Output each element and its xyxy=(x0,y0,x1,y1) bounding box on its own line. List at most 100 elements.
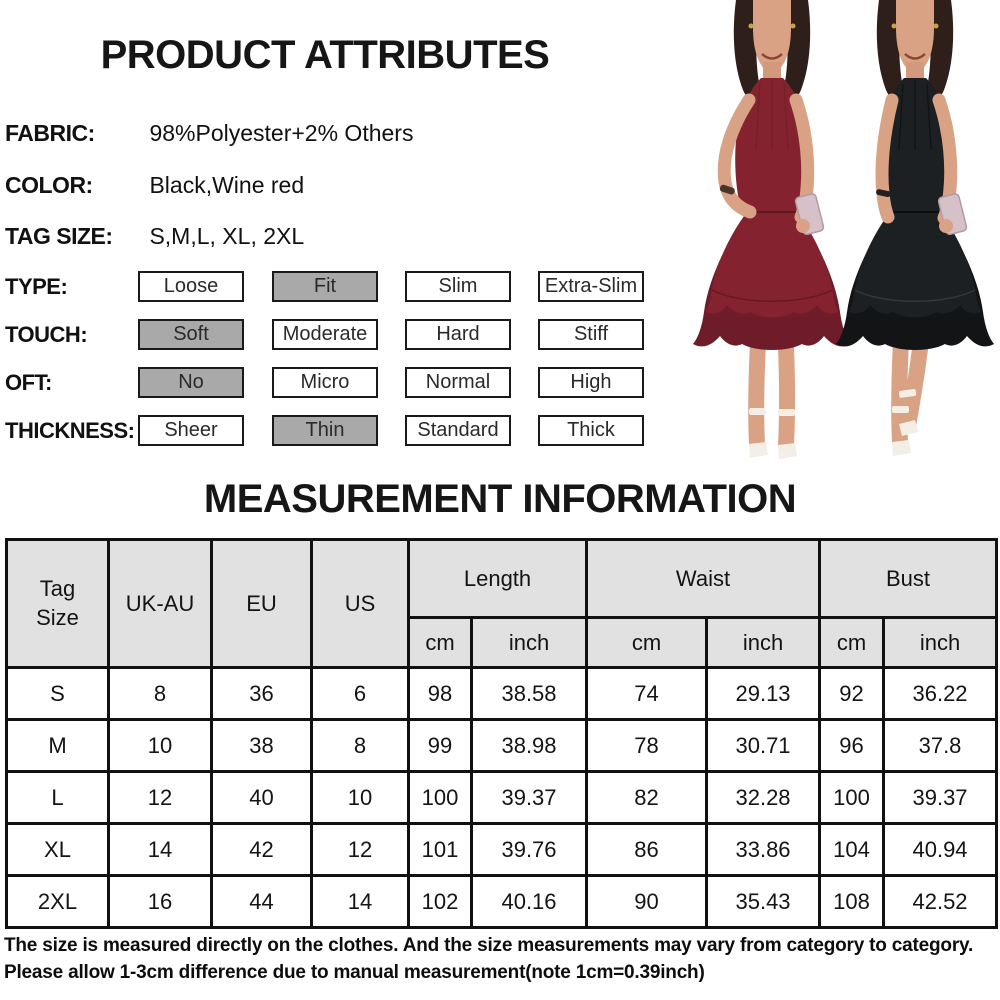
waist-cm-header: cm xyxy=(585,616,709,669)
size-cell: 37.8 xyxy=(882,718,999,773)
model-wine-red-dress xyxy=(693,0,851,459)
fabric-label: FABRIC: xyxy=(5,120,95,146)
type-option-fit: Fit xyxy=(272,271,378,302)
dress-models-illustration xyxy=(693,0,994,459)
size-cell: 2XL xyxy=(5,874,110,929)
type-option-row: TYPE: Loose Fit Slim Extra-Slim xyxy=(0,271,660,302)
size-cell: 32.28 xyxy=(705,770,822,825)
size-cell: 100 xyxy=(818,770,886,825)
oft-label: OFT: xyxy=(5,369,52,395)
tag-size-value: S,M,L, XL, 2XL xyxy=(149,223,305,249)
model-black-dress xyxy=(836,0,994,456)
bust-cm-header: cm xyxy=(818,616,886,669)
touch-label: TOUCH: xyxy=(5,321,88,347)
size-cell: 96 xyxy=(818,718,886,773)
size-cell: 12 xyxy=(107,770,213,825)
size-row-s: S 8 36 6 98 38.58 74 29.13 92 36.22 xyxy=(5,666,999,721)
waist-inch-header: inch xyxy=(705,616,822,669)
thickness-option-row: THICKNESS: Sheer Thin Standard Thick xyxy=(0,415,660,446)
size-cell: 102 xyxy=(407,874,473,929)
size-cell: 100 xyxy=(407,770,473,825)
color-label: COLOR: xyxy=(5,172,93,198)
size-cell: 44 xyxy=(210,874,313,929)
size-row-m: M 10 38 8 99 38.98 78 30.71 96 37.8 xyxy=(5,718,999,773)
oft-option-micro: Micro xyxy=(272,367,378,398)
size-cell: M xyxy=(5,718,110,773)
size-cell: 12 xyxy=(310,822,410,877)
col-header-tag-size: Tag Size xyxy=(5,538,110,669)
size-cell: 78 xyxy=(585,718,709,773)
size-cell: 74 xyxy=(585,666,709,721)
size-row-2xl: 2XL 16 44 14 102 40.16 90 35.43 108 42.5… xyxy=(5,874,999,929)
size-cell: 99 xyxy=(407,718,473,773)
size-cell: 10 xyxy=(107,718,213,773)
size-cell: 36.22 xyxy=(882,666,999,721)
size-cell: 30.71 xyxy=(705,718,822,773)
size-cell: 90 xyxy=(585,874,709,929)
oft-option-high: High xyxy=(538,367,644,398)
thickness-option-sheer: Sheer xyxy=(138,415,244,446)
size-cell: L xyxy=(5,770,110,825)
touch-option-soft: Soft xyxy=(138,319,244,350)
measurement-title: MEASUREMENT INFORMATION xyxy=(203,477,797,521)
thickness-option-standard: Standard xyxy=(405,415,511,446)
type-label: TYPE: xyxy=(5,273,68,299)
size-cell: 38 xyxy=(210,718,313,773)
oft-option-normal: Normal xyxy=(405,367,511,398)
touch-option-stiff: Stiff xyxy=(538,319,644,350)
size-cell: 14 xyxy=(107,822,213,877)
col-group-bust: Bust xyxy=(818,538,999,619)
size-cell: 39.37 xyxy=(469,770,589,825)
size-cell: 39.37 xyxy=(882,770,999,825)
touch-option-hard: Hard xyxy=(405,319,511,350)
bust-inch-header: inch xyxy=(882,616,999,669)
col-header-eu: EU xyxy=(210,538,313,669)
col-group-length: Length xyxy=(406,538,589,619)
size-row-xl: XL 14 42 12 101 39.76 86 33.86 104 40.94 xyxy=(5,822,999,877)
size-cell: 33.86 xyxy=(705,822,822,877)
size-cell: 29.13 xyxy=(705,666,822,721)
type-option-slim: Slim xyxy=(405,271,511,302)
col-header-uk-au: UK-AU xyxy=(107,538,213,669)
oft-option-row: OFT: No Micro Normal High xyxy=(0,367,660,398)
size-cell: 38.58 xyxy=(469,666,589,721)
product-photo xyxy=(650,0,1000,470)
size-cell: 108 xyxy=(818,874,886,929)
type-option-extra-slim: Extra-Slim xyxy=(538,271,644,302)
size-cell: 104 xyxy=(818,822,886,877)
col-header-us: US xyxy=(310,538,410,669)
size-chart-table: Tag Size UK-AU EU US Length Waist Bust c… xyxy=(5,538,999,929)
size-cell: 16 xyxy=(107,874,213,929)
size-cell: 40.94 xyxy=(882,822,999,877)
size-cell: 35.43 xyxy=(705,874,822,929)
size-cell: 8 xyxy=(310,718,410,773)
size-cell: 6 xyxy=(310,666,410,721)
size-cell: 98 xyxy=(407,666,473,721)
color-value: Black,Wine red xyxy=(149,172,305,198)
thickness-option-thick: Thick xyxy=(538,415,644,446)
size-cell: 101 xyxy=(407,822,473,877)
fabric-field: FABRIC: 98%Polyester+2% Others xyxy=(5,117,413,149)
size-row-l: L 12 40 10 100 39.37 82 32.28 100 39.37 xyxy=(5,770,999,825)
size-cell: 82 xyxy=(585,770,709,825)
oft-option-no: No xyxy=(138,367,244,398)
type-option-loose: Loose xyxy=(138,271,244,302)
thickness-label: THICKNESS: xyxy=(5,417,135,443)
size-cell: S xyxy=(5,666,110,721)
tag-size-label: TAG SIZE: xyxy=(5,223,113,249)
size-cell: 42.52 xyxy=(882,874,999,929)
size-cell: 86 xyxy=(585,822,709,877)
col-group-waist: Waist xyxy=(585,538,822,619)
thickness-option-thin: Thin xyxy=(272,415,378,446)
fabric-value: 98%Polyester+2% Others xyxy=(149,120,414,146)
size-cell: 14 xyxy=(310,874,410,929)
size-cell: 38.98 xyxy=(469,718,589,773)
tag-size-field: TAG SIZE: S,M,L, XL, 2XL xyxy=(5,220,304,252)
size-cell: 42 xyxy=(210,822,313,877)
size-cell: XL xyxy=(5,822,110,877)
touch-option-row: TOUCH: Soft Moderate Hard Stiff xyxy=(0,319,660,350)
size-cell: 10 xyxy=(310,770,410,825)
touch-option-moderate: Moderate xyxy=(272,319,378,350)
page-title: PRODUCT ATTRIBUTES xyxy=(100,33,550,77)
measurement-note: The size is measured directly on the clo… xyxy=(4,935,974,983)
